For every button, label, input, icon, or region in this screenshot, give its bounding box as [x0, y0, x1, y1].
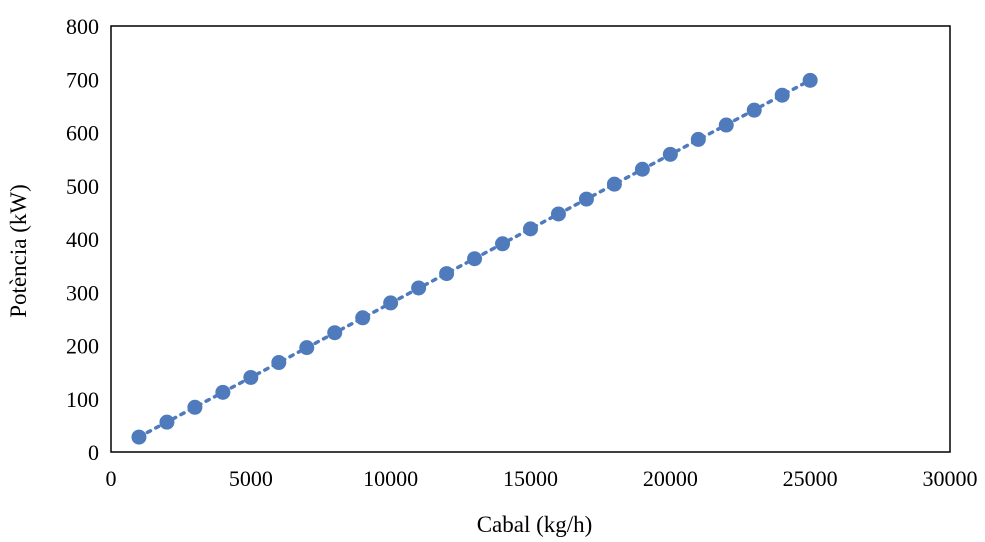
y-tick-label: 100 [66, 387, 99, 412]
data-point [523, 221, 538, 237]
x-tick-label: 15000 [503, 466, 558, 491]
data-point [243, 369, 259, 385]
data-point [327, 325, 343, 341]
axes-layer [110, 25, 951, 453]
data-point [634, 161, 650, 177]
data-point [159, 414, 175, 430]
y-tick-label: 800 [66, 14, 99, 39]
y-axis-title: Potència (kW) [6, 184, 31, 317]
y-tick-label: 600 [66, 121, 99, 146]
y-tick-label: 700 [66, 67, 99, 92]
x-tick-label: 10000 [363, 466, 418, 491]
points-layer [131, 72, 818, 445]
x-tick-label: 20000 [643, 466, 698, 491]
y-tick-label: 200 [66, 334, 99, 359]
x-tick-label: 5000 [229, 466, 273, 491]
data-point [187, 399, 203, 415]
data-point [299, 340, 315, 356]
labels-layer: 0 5000 10000 15000 20000 25000 30000 0 100 200 300… [66, 14, 978, 491]
data-point [606, 176, 622, 192]
x-tick-label: 0 [106, 466, 117, 491]
data-point [774, 87, 790, 103]
plot-area-frame [110, 25, 951, 453]
data-point [271, 355, 287, 371]
data-point [718, 117, 734, 133]
data-point [215, 384, 231, 400]
y-tick-label: 400 [66, 227, 99, 252]
data-point [690, 131, 706, 147]
x-tick-label: 30000 [923, 466, 978, 491]
data-point [355, 310, 371, 326]
data-point [802, 72, 818, 88]
x-axis-title: Cabal (kg/h) [477, 512, 593, 537]
data-point [411, 280, 427, 296]
data-point [383, 295, 399, 311]
data-point [495, 236, 511, 252]
data-point [467, 251, 483, 267]
y-tick-label: 300 [66, 280, 99, 305]
data-point [131, 429, 147, 445]
data-point [662, 146, 678, 162]
y-tick-label: 500 [66, 174, 99, 199]
x-tick-label: 25000 [783, 466, 838, 491]
data-point [578, 191, 594, 207]
data-point [550, 206, 566, 222]
y-tick-label: 0 [88, 440, 99, 465]
data-point [746, 102, 762, 118]
data-point [439, 266, 455, 282]
